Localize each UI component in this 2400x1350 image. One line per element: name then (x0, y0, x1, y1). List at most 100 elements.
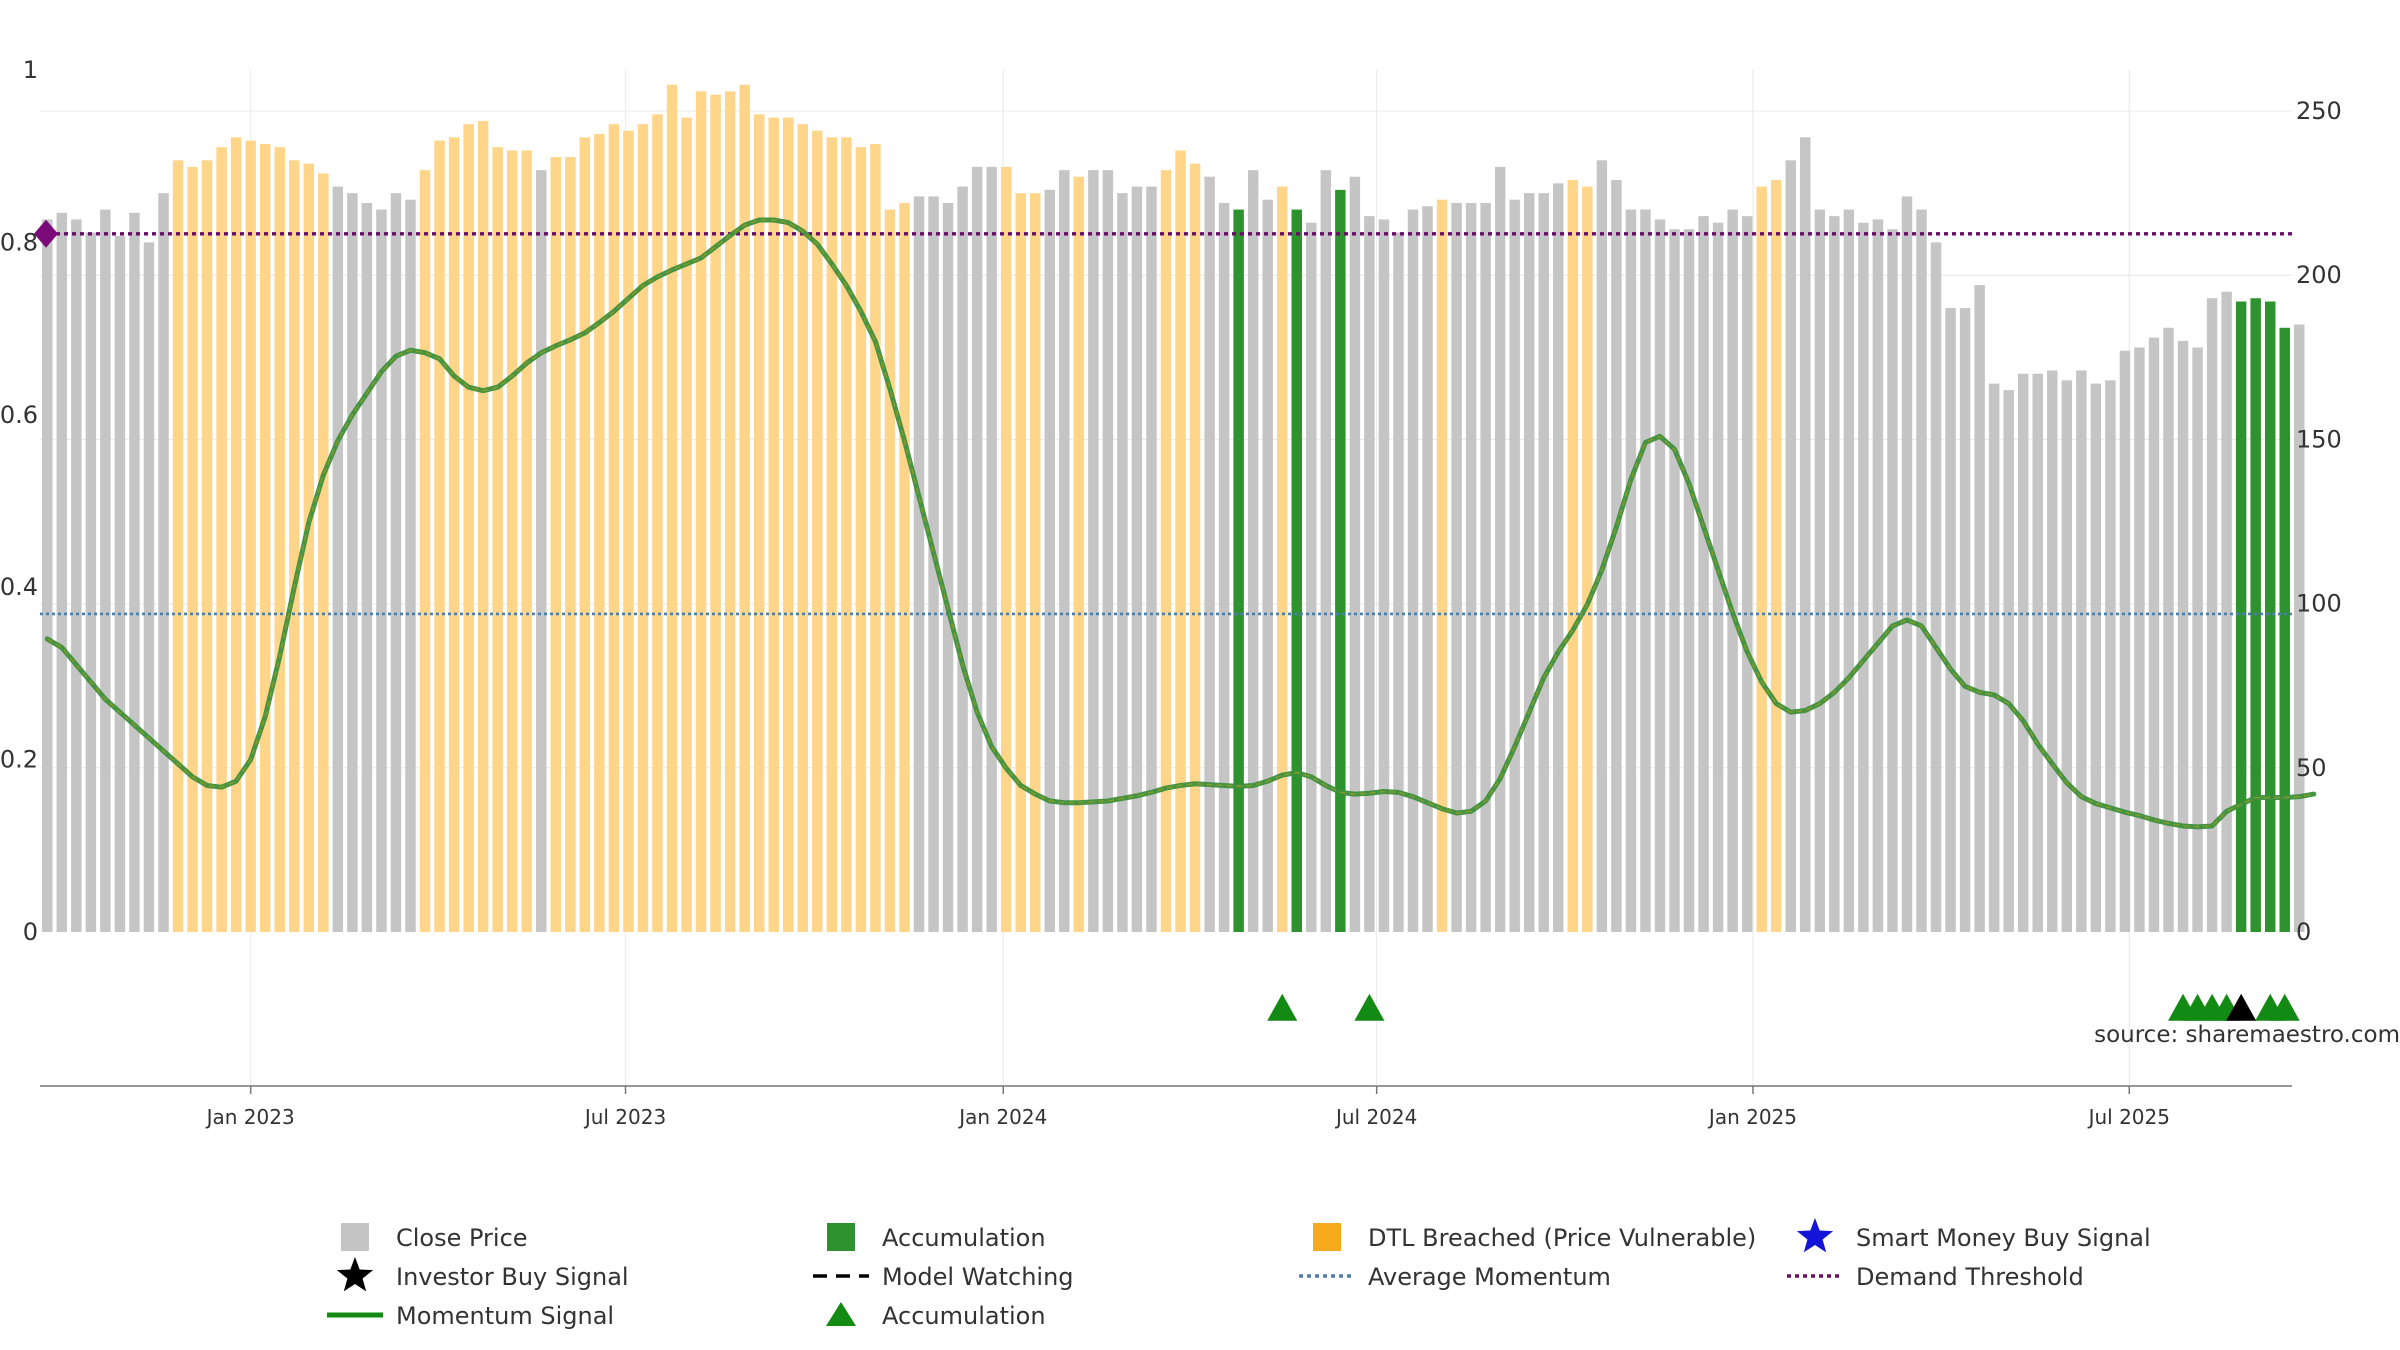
legend-item: Investor Buy Signal (396, 1263, 629, 1291)
x-tick-label: Jan 2024 (957, 1105, 1047, 1129)
price-bar (1247, 170, 1259, 932)
price-bar (1218, 202, 1230, 933)
price-bar (1175, 150, 1186, 932)
momentum-signal-line-inner (46, 219, 2314, 828)
price-bar (56, 212, 68, 933)
price-bar (1509, 199, 1520, 932)
legend-label: Momentum Signal (396, 1302, 614, 1330)
price-bar (1567, 180, 1579, 932)
price-bar (361, 202, 373, 933)
legend-label: Model Watching (882, 1263, 1074, 1291)
price-bar (289, 160, 300, 933)
price-bar (2163, 327, 2174, 932)
price-bar (2047, 370, 2058, 933)
price-bar (1741, 216, 1753, 932)
price-bar (1683, 229, 1695, 932)
price-bar (1988, 383, 2000, 933)
price-bar (579, 137, 591, 932)
price-bar (1872, 219, 1884, 932)
legend-item: Momentum Signal (327, 1302, 614, 1330)
price-bar (2061, 380, 2073, 932)
price-bar (637, 124, 649, 933)
price-bar (1436, 199, 1448, 932)
price-bar (884, 209, 896, 932)
price-bar (550, 157, 562, 932)
price-bar (1524, 193, 1535, 932)
price-bar (1538, 193, 1549, 932)
right-tick-label: 100 (2296, 590, 2342, 618)
price-bar (1698, 216, 1709, 932)
price-bar (347, 193, 358, 932)
price-bar (1669, 229, 1680, 932)
x-tick-label: Jul 2023 (583, 1105, 666, 1129)
price-bar (695, 91, 707, 933)
price-bar (870, 143, 881, 932)
right-tick-label: 200 (2296, 261, 2342, 289)
legend-label: Accumulation (882, 1224, 1046, 1252)
price-bar (652, 114, 663, 932)
price-bar (2148, 337, 2160, 932)
price-bar (1640, 209, 1651, 932)
price-bar (201, 160, 213, 933)
price-bar (1059, 170, 1070, 932)
price-bar (259, 143, 271, 932)
price-bar (1756, 186, 1767, 932)
legend-label: DTL Breached (Price Vulnerable) (1368, 1224, 1756, 1252)
price-bar (899, 202, 910, 933)
left-tick-label: 0.4 (0, 573, 38, 601)
price-bar (623, 130, 634, 932)
price-bar (114, 235, 126, 932)
axes-layer: Jan 2023 Jul 2023 Jan 2024 Jul 2024 Jan 2025… (0, 56, 2342, 1129)
price-bar (2235, 301, 2247, 932)
accumulation-marker (1354, 993, 1385, 1021)
bars-layer (42, 84, 2305, 933)
price-bar (1160, 170, 1172, 932)
price-bar (1974, 285, 1985, 933)
price-bar (855, 147, 867, 933)
price-bar (1843, 209, 1855, 932)
legend-item: Smart Money Buy Signal (1856, 1224, 2151, 1252)
price-bar (1654, 219, 1666, 932)
left-tick-label: 1 (23, 56, 38, 84)
price-bar (2076, 370, 2087, 933)
price-bar (1625, 209, 1637, 932)
price-bar (768, 117, 779, 933)
price-bar (1320, 170, 1332, 932)
price-bar (506, 150, 518, 932)
price-bar (753, 114, 765, 932)
price-bar (158, 193, 169, 932)
price-bar (172, 160, 184, 933)
right-tick-label: 150 (2296, 425, 2342, 453)
price-bar (1945, 308, 1956, 933)
price-bar (85, 232, 97, 933)
price-bar (1378, 219, 1390, 932)
price-bar (739, 84, 750, 932)
price-bar (419, 170, 431, 932)
price-bar (42, 219, 53, 932)
price-bar (434, 140, 445, 933)
price-bar (1451, 202, 1462, 933)
right-tick-label: 50 (2296, 754, 2327, 782)
left-tick-label: 0.6 (0, 401, 38, 429)
price-bar (1189, 163, 1201, 933)
price-bar (1146, 186, 1157, 932)
price-bar (986, 166, 997, 932)
price-bar (2003, 390, 2014, 932)
price-bar (942, 202, 954, 933)
investor-buy-marker (2226, 993, 2257, 1021)
price-bar (332, 186, 344, 932)
price-bar (129, 212, 140, 933)
price-bar (230, 137, 242, 932)
x-tick-label: Jul 2025 (2087, 1105, 2170, 1129)
legend-item: Accumulation (826, 1302, 1046, 1330)
legend-symbol-gray-square (341, 1223, 369, 1251)
markers-layer (1267, 993, 2300, 1021)
price-bar (797, 124, 808, 933)
price-bar (1073, 176, 1085, 933)
price-bar (608, 124, 620, 933)
x-tick-label: Jan 2023 (205, 1105, 295, 1129)
legend-item: Average Momentum (1299, 1263, 1611, 1291)
legend-item: Demand Threshold (1787, 1263, 2084, 1291)
